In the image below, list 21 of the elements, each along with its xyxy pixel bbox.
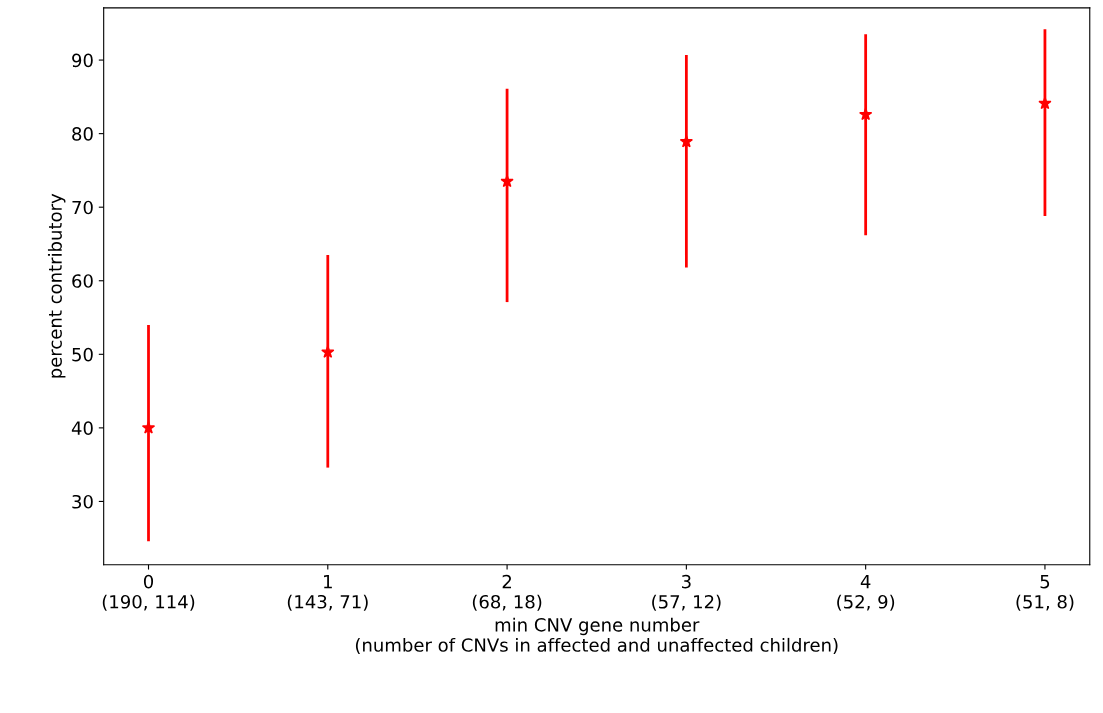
y-tick-label: 30 xyxy=(72,494,93,509)
y-axis-title: percent contributory xyxy=(47,193,66,378)
x-tick-label: 4 (52, 9) xyxy=(837,574,895,611)
point xyxy=(859,107,873,121)
point xyxy=(321,345,335,358)
x-tick-label: 5 (51, 8) xyxy=(1016,574,1074,611)
x-axis-title: min CNV gene number (number of CNVs in affected and unaffected children) xyxy=(355,617,838,654)
point xyxy=(141,420,156,434)
y-tick-label: 40 xyxy=(71,421,93,435)
y-tick-label: 80 xyxy=(72,127,93,141)
x-tick-label: 3 (57, 12) xyxy=(652,574,721,611)
point xyxy=(1038,96,1052,110)
point xyxy=(679,134,694,148)
y-tick-label: 60 xyxy=(72,274,93,288)
point xyxy=(500,174,514,188)
x-tick-label: 2 (68, 18) xyxy=(472,574,542,611)
y-tick-label: 70 xyxy=(72,200,93,215)
y-tick-label: 90 xyxy=(72,53,93,68)
x-tick-label: 1 (143, 71) xyxy=(287,574,368,611)
x-tick-label: 0 (190, 114) xyxy=(102,574,195,611)
y-tick-label: 50 xyxy=(72,347,93,362)
